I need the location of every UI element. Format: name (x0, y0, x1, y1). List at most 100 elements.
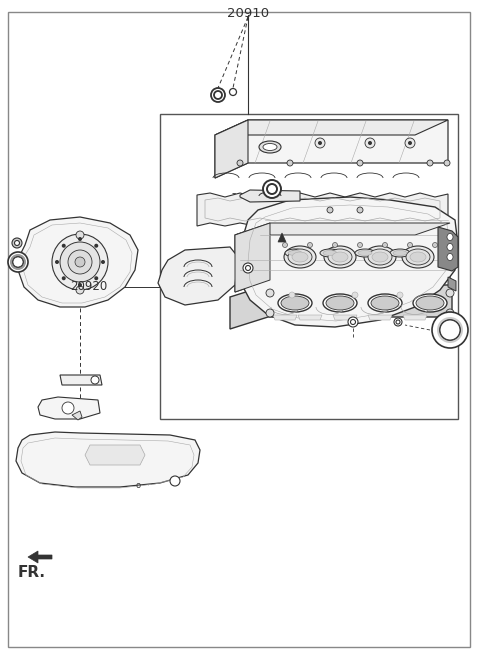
Ellipse shape (402, 246, 434, 268)
Circle shape (62, 244, 66, 248)
Polygon shape (273, 315, 297, 320)
Circle shape (308, 242, 312, 248)
Polygon shape (28, 551, 52, 563)
Circle shape (13, 257, 23, 267)
Circle shape (289, 292, 295, 298)
Circle shape (12, 238, 22, 248)
Polygon shape (438, 227, 458, 271)
Polygon shape (235, 223, 270, 292)
Ellipse shape (371, 296, 399, 310)
Circle shape (327, 207, 333, 213)
Polygon shape (403, 315, 427, 320)
Ellipse shape (285, 249, 305, 257)
Circle shape (357, 207, 363, 213)
Circle shape (350, 320, 356, 324)
Circle shape (13, 257, 23, 267)
Ellipse shape (288, 250, 302, 255)
Circle shape (348, 317, 358, 327)
Circle shape (78, 237, 82, 241)
Circle shape (440, 320, 460, 340)
Circle shape (432, 312, 468, 348)
Text: o: o (135, 481, 141, 491)
Circle shape (408, 141, 412, 145)
Ellipse shape (263, 143, 277, 151)
Ellipse shape (364, 246, 396, 268)
Circle shape (383, 242, 387, 248)
Polygon shape (215, 120, 448, 135)
Ellipse shape (390, 249, 410, 257)
Ellipse shape (323, 294, 357, 312)
Circle shape (432, 242, 437, 248)
Polygon shape (278, 233, 286, 242)
Circle shape (315, 138, 325, 148)
Polygon shape (240, 190, 300, 202)
Circle shape (318, 141, 322, 145)
Ellipse shape (393, 250, 407, 255)
Circle shape (55, 260, 59, 264)
Ellipse shape (368, 294, 402, 312)
Circle shape (10, 254, 26, 270)
Text: 20910: 20910 (227, 7, 269, 20)
Polygon shape (368, 315, 392, 320)
Circle shape (14, 240, 20, 246)
Circle shape (101, 260, 105, 264)
Circle shape (245, 265, 251, 271)
Circle shape (75, 257, 85, 267)
Polygon shape (16, 432, 200, 487)
Polygon shape (38, 397, 100, 419)
Ellipse shape (278, 294, 312, 312)
Circle shape (333, 242, 337, 248)
Ellipse shape (447, 233, 453, 240)
Circle shape (214, 91, 222, 99)
Ellipse shape (326, 296, 354, 310)
Ellipse shape (416, 296, 444, 310)
Polygon shape (298, 315, 322, 320)
Circle shape (76, 286, 84, 294)
Circle shape (446, 289, 454, 297)
Ellipse shape (410, 252, 426, 262)
Circle shape (91, 376, 99, 384)
Circle shape (170, 476, 180, 486)
Ellipse shape (447, 253, 453, 261)
Ellipse shape (355, 249, 375, 257)
Circle shape (408, 242, 412, 248)
Circle shape (283, 242, 288, 248)
Circle shape (76, 231, 84, 239)
Ellipse shape (323, 250, 337, 255)
Circle shape (62, 402, 74, 414)
Circle shape (94, 244, 98, 248)
Ellipse shape (447, 244, 453, 250)
Circle shape (287, 160, 293, 166)
Ellipse shape (324, 246, 356, 268)
Ellipse shape (259, 141, 281, 153)
Circle shape (237, 160, 243, 166)
Circle shape (94, 276, 98, 280)
Polygon shape (215, 120, 448, 178)
Polygon shape (60, 375, 102, 385)
Ellipse shape (368, 249, 392, 265)
Circle shape (358, 242, 362, 248)
Polygon shape (240, 197, 458, 327)
Polygon shape (72, 411, 82, 420)
Circle shape (62, 276, 66, 280)
Ellipse shape (413, 294, 447, 312)
Ellipse shape (281, 296, 309, 310)
Circle shape (397, 292, 403, 298)
Circle shape (68, 250, 92, 274)
Ellipse shape (358, 250, 372, 255)
Ellipse shape (328, 249, 352, 265)
Circle shape (267, 184, 277, 194)
Polygon shape (85, 445, 145, 465)
Polygon shape (235, 223, 450, 292)
Text: FR.: FR. (18, 565, 46, 580)
Polygon shape (333, 315, 357, 320)
Circle shape (365, 138, 375, 148)
Ellipse shape (332, 252, 348, 262)
Circle shape (352, 292, 358, 298)
Polygon shape (18, 217, 138, 307)
Circle shape (427, 160, 433, 166)
Circle shape (266, 289, 274, 297)
Polygon shape (230, 285, 452, 329)
Polygon shape (197, 193, 448, 226)
Polygon shape (448, 277, 456, 291)
